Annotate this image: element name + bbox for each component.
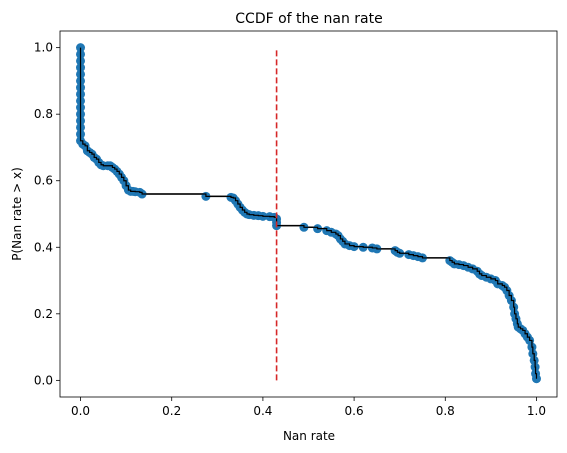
y-tick-label: 0.2: [34, 307, 53, 321]
y-axis-label: P(Nan rate > x): [10, 167, 24, 261]
chart-title: CCDF of the nan rate: [235, 11, 382, 27]
x-tick-label: 0.0: [71, 404, 90, 418]
x-axis-ticks: 0.0 0.2 0.4 0.6 0.8 1.0: [71, 397, 546, 418]
y-axis-ticks: 0.0 0.2 0.4 0.6 0.8 1.0: [34, 41, 60, 387]
x-tick-label: 0.6: [345, 404, 364, 418]
y-tick-label: 0.8: [34, 107, 53, 121]
x-tick-label: 0.2: [162, 404, 181, 418]
ccdf-line: [79, 47, 538, 379]
x-tick-label: 1.0: [527, 404, 546, 418]
axes-frame: [59, 30, 558, 398]
y-tick-label: 0.6: [34, 174, 53, 188]
y-tick-label: 1.0: [34, 41, 53, 55]
y-tick-label: 0.0: [34, 373, 53, 387]
ccdf-line-overlay: [79, 47, 538, 379]
plot-area: [76, 43, 541, 384]
y-tick-label: 0.4: [34, 240, 53, 254]
x-axis-label: Nan rate: [283, 429, 335, 443]
x-tick-label: 0.4: [253, 404, 272, 418]
x-tick-label: 0.8: [436, 404, 455, 418]
